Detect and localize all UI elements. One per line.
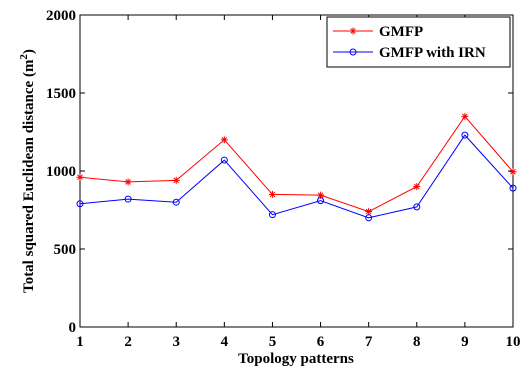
legend-marker xyxy=(349,48,357,56)
x-tick-label: 8 xyxy=(413,334,421,350)
y-tick-label: 500 xyxy=(54,242,77,258)
y-axis-label-sup: 2 xyxy=(18,54,30,60)
data-point xyxy=(220,156,228,164)
data-point xyxy=(365,208,373,216)
ticks: 1 2 3 4 5 6 7 8 9 10 0 500 1000 1500 2000 xyxy=(46,8,521,350)
data-point xyxy=(172,176,180,184)
x-tick-label: 1 xyxy=(76,334,84,350)
data-point xyxy=(413,183,421,191)
data-point xyxy=(124,195,132,203)
y-tick-label: 1500 xyxy=(46,86,76,102)
data-point xyxy=(268,190,276,198)
x-tick-label: 7 xyxy=(365,334,373,350)
data-point xyxy=(76,200,84,208)
legend-marker-gmfp xyxy=(349,27,357,35)
y-axis-label-main: Total squared Euclidean distance (m xyxy=(21,59,37,293)
data-point xyxy=(317,197,325,205)
data-point xyxy=(76,173,84,181)
y-tick-label: 2000 xyxy=(46,8,76,24)
data-point xyxy=(461,131,469,139)
data-point xyxy=(509,184,517,192)
data-point xyxy=(461,112,469,120)
x-axis-label: Topology patterns xyxy=(238,351,354,367)
data-point xyxy=(413,203,421,211)
x-tick-label: 5 xyxy=(269,334,277,350)
x-tick-label: 4 xyxy=(221,334,229,350)
legend: GMFP GMFP with IRN xyxy=(326,16,511,68)
y-tick-label: 0 xyxy=(69,320,77,336)
x-tick-label: 6 xyxy=(317,334,325,350)
series-line xyxy=(79,134,514,219)
data-point xyxy=(509,168,517,176)
data-point xyxy=(124,178,132,186)
series-line xyxy=(79,115,514,213)
legend-box xyxy=(326,16,511,68)
legend-marker xyxy=(349,27,357,35)
legend-marker-gmfp-irn xyxy=(349,48,357,56)
data-point xyxy=(365,214,373,222)
y-axis-label-close: ) xyxy=(21,49,37,54)
y-tick-label: 1000 xyxy=(46,164,76,180)
x-tick-label: 3 xyxy=(172,334,180,350)
x-tick-label: 9 xyxy=(461,334,469,350)
x-tick-label: 10 xyxy=(506,334,521,350)
data-point xyxy=(268,211,276,219)
data-point xyxy=(220,136,228,144)
x-tick-label: 2 xyxy=(124,334,132,350)
legend-label-gmfp: GMFP xyxy=(379,24,423,40)
series-layer xyxy=(76,112,517,222)
legend-label-gmfp-irn: GMFP with IRN xyxy=(379,45,486,61)
data-point xyxy=(172,198,180,206)
y-axis-label: Total squared Euclidean distance (m2) xyxy=(18,49,37,293)
